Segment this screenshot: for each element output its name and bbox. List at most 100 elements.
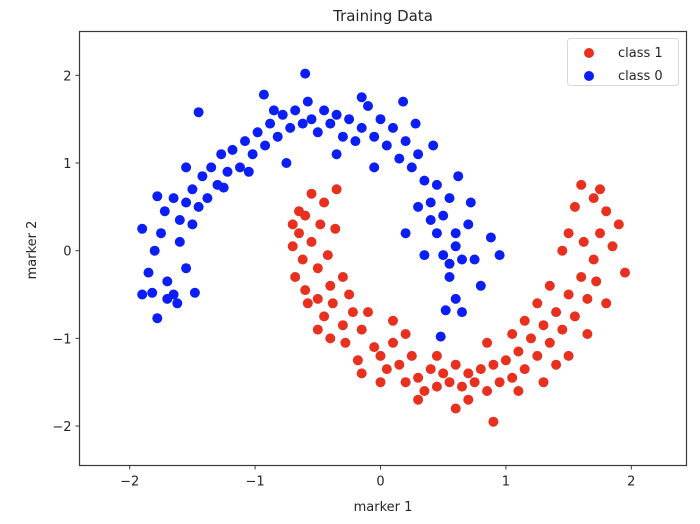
data-point (315, 219, 326, 230)
data-point (306, 236, 317, 247)
legend: class 1 class 0 (567, 38, 679, 86)
data-point (465, 197, 476, 208)
data-point (187, 184, 198, 195)
data-point (413, 149, 424, 160)
plot-frame (78, 30, 688, 467)
data-point (325, 333, 336, 344)
data-point (400, 329, 411, 339)
data-point (375, 377, 386, 388)
data-point (494, 250, 505, 261)
data-point (206, 162, 217, 173)
data-point (563, 350, 574, 361)
data-point (544, 280, 555, 291)
data-point (222, 166, 233, 177)
x-tick-label: 0 (376, 475, 384, 490)
data-point (601, 298, 612, 309)
data-point (440, 305, 451, 316)
data-point (588, 193, 599, 204)
data-point (425, 197, 436, 208)
data-point (413, 394, 424, 405)
data-point (218, 182, 229, 193)
y-tick-label: 2 (63, 69, 71, 84)
data-point (431, 350, 442, 361)
legend-marker-class-1 (584, 48, 594, 58)
data-point (331, 184, 342, 195)
x-axis-ticks: −2 −1 0 1 2 (120, 465, 635, 490)
data-point (453, 171, 464, 182)
data-point (159, 206, 170, 217)
data-point (325, 280, 336, 291)
data-point (494, 377, 505, 388)
data-point (413, 372, 424, 383)
data-point (507, 329, 518, 339)
data-point (356, 92, 367, 103)
data-point (137, 223, 148, 234)
data-point (285, 122, 296, 133)
data-point (551, 307, 562, 318)
data-point (149, 245, 160, 256)
data-point (216, 149, 227, 160)
data-point (507, 372, 518, 383)
data-point (350, 136, 361, 147)
data-point (312, 263, 323, 274)
data-point (162, 293, 173, 304)
data-point (302, 298, 313, 309)
data-point (344, 289, 355, 300)
data-point (147, 287, 158, 298)
data-point (300, 68, 311, 79)
data-point (519, 364, 530, 375)
data-point (363, 307, 373, 318)
legend-label-class-1: class 1 (618, 46, 663, 61)
data-point (425, 215, 436, 225)
data-point (243, 166, 254, 177)
data-point (413, 201, 424, 212)
data-point (557, 324, 568, 335)
data-point (563, 289, 574, 300)
data-point (193, 107, 204, 118)
data-point (500, 355, 511, 366)
y-tick-label: −1 (52, 332, 71, 347)
data-point (137, 289, 148, 300)
data-point (268, 105, 279, 116)
data-point (595, 184, 605, 195)
data-point (331, 149, 342, 160)
data-point (532, 298, 543, 309)
x-tick-label: 2 (627, 475, 635, 490)
data-point (488, 416, 499, 427)
data-point (325, 118, 336, 129)
data-point (168, 193, 179, 204)
data-point (312, 324, 323, 335)
data-point (235, 162, 245, 173)
data-point (463, 219, 474, 230)
data-point (613, 219, 624, 230)
data-point (419, 250, 430, 261)
y-axis-ticks: −2 −1 0 1 2 (52, 69, 80, 435)
data-point (425, 364, 436, 375)
data-point (240, 136, 250, 147)
data-point (601, 206, 612, 217)
legend-box (567, 38, 679, 86)
data-point (406, 350, 417, 361)
data-point (400, 228, 411, 239)
data-point (330, 223, 341, 234)
data-point (475, 364, 486, 375)
data-point (607, 241, 618, 252)
data-point (457, 381, 467, 392)
data-point (281, 158, 292, 168)
y-tick-label: 0 (63, 245, 71, 260)
data-point (363, 101, 373, 111)
data-point (450, 293, 461, 304)
x-axis-label: marker 1 (354, 500, 413, 515)
data-point (469, 254, 480, 265)
data-point (488, 359, 499, 370)
data-point (469, 377, 480, 388)
data-point (337, 272, 348, 282)
data-point (482, 386, 493, 396)
data-point (538, 377, 549, 388)
data-point (337, 320, 348, 331)
data-point (444, 258, 455, 269)
data-point (227, 144, 238, 155)
data-point (375, 114, 386, 125)
data-point (189, 287, 200, 298)
